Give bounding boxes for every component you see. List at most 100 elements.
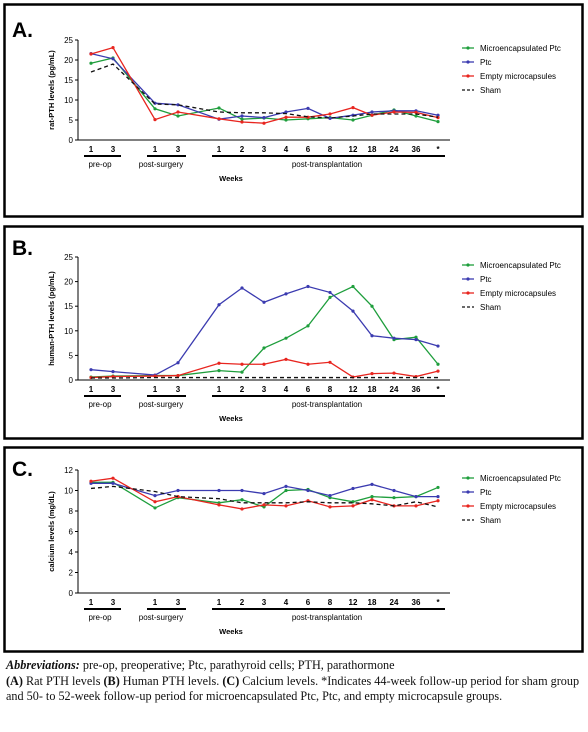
x-tick-label: 6 xyxy=(306,145,311,154)
caption-panel-c-text: Calcium levels. *Indicates 44-week follo… xyxy=(6,673,580,704)
x-tick-label: 1 xyxy=(153,145,158,154)
data-point xyxy=(370,113,374,117)
y-tick-label: 0 xyxy=(69,589,74,598)
data-point xyxy=(217,369,221,373)
data-point xyxy=(153,374,157,378)
data-point xyxy=(176,110,180,114)
data-point xyxy=(284,504,288,508)
data-point xyxy=(414,338,418,342)
x-tick-label: 36 xyxy=(412,145,421,154)
series-line xyxy=(90,63,439,119)
x-tick-label: 1 xyxy=(153,598,158,607)
y-axis-label: rat-PTH levels (pg/mL) xyxy=(47,50,56,130)
data-point xyxy=(351,106,355,110)
data-point xyxy=(436,120,440,124)
y-tick-label: 20 xyxy=(64,278,73,287)
data-point xyxy=(414,114,418,118)
caption-panel-b-text: Human PTH levels. xyxy=(119,673,223,688)
legend-label: Microencapsulated Ptc xyxy=(480,261,561,270)
data-point xyxy=(414,110,418,114)
data-point xyxy=(328,505,332,509)
y-tick-label: 15 xyxy=(64,302,73,311)
data-point xyxy=(414,495,418,499)
x-tick-label: 36 xyxy=(412,598,421,607)
group-label: post-surgery xyxy=(139,160,183,169)
data-point xyxy=(284,118,288,122)
group-label: pre-op xyxy=(88,160,112,169)
data-point xyxy=(436,344,440,348)
group-label: post-transplantation xyxy=(292,400,362,409)
x-tick-label: 12 xyxy=(349,598,358,607)
data-point xyxy=(217,488,221,493)
data-point xyxy=(284,292,288,296)
data-point xyxy=(370,334,374,338)
data-point xyxy=(111,46,115,50)
legend-label: Ptc xyxy=(480,275,492,284)
data-point xyxy=(436,499,440,503)
legend-label: Empty microcapsules xyxy=(480,289,556,298)
data-point xyxy=(217,361,221,365)
x-tick-label: 8 xyxy=(328,598,333,607)
x-tick-label: 6 xyxy=(306,385,311,394)
y-tick-label: 10 xyxy=(64,327,73,336)
data-point xyxy=(436,495,440,499)
x-tick-label: 6 xyxy=(306,598,311,607)
panel-label: C. xyxy=(12,458,33,481)
legend-marker xyxy=(466,277,470,281)
data-point xyxy=(328,360,332,364)
x-tick-label: 12 xyxy=(349,145,358,154)
data-point xyxy=(414,504,418,508)
panel-label: B. xyxy=(12,237,33,260)
x-tick-label: 2 xyxy=(240,598,245,607)
data-point xyxy=(89,52,93,56)
data-point xyxy=(262,503,266,507)
data-point xyxy=(414,335,418,339)
data-point xyxy=(306,362,310,366)
group-label: post-transplantation xyxy=(292,613,362,622)
data-point xyxy=(262,300,266,304)
x-tick-label: 3 xyxy=(262,145,267,154)
x-tick-label: 3 xyxy=(176,598,181,607)
x-tick-label: * xyxy=(436,145,440,154)
data-point xyxy=(328,290,332,295)
data-point xyxy=(176,114,180,118)
data-point xyxy=(306,488,310,493)
y-tick-label: 5 xyxy=(69,351,74,360)
series-line xyxy=(90,52,439,120)
data-point xyxy=(111,57,115,61)
data-point xyxy=(306,106,310,110)
data-point xyxy=(284,488,288,493)
data-point xyxy=(153,107,157,111)
y-tick-label: 25 xyxy=(64,36,73,45)
legend-marker xyxy=(466,263,470,267)
x-tick-label: 1 xyxy=(89,598,94,607)
y-tick-label: 0 xyxy=(69,376,74,385)
data-point xyxy=(284,484,288,488)
x-tick-label: 3 xyxy=(111,145,116,154)
y-tick-label: 4 xyxy=(69,548,74,557)
data-point xyxy=(284,115,288,119)
legend-marker xyxy=(466,74,470,78)
caption-panel-c-label: (C) xyxy=(222,673,240,688)
data-point xyxy=(176,488,180,493)
data-point xyxy=(328,494,332,498)
data-point xyxy=(351,486,355,491)
data-point xyxy=(392,496,396,500)
data-point xyxy=(392,336,396,340)
data-point xyxy=(217,106,221,110)
x-tick-label: 1 xyxy=(153,385,158,394)
data-point xyxy=(284,336,288,340)
caption-panel-b-label: (B) xyxy=(103,673,120,688)
group-label: pre-op xyxy=(88,400,112,409)
x-tick-label: 2 xyxy=(240,385,245,394)
data-point xyxy=(436,369,440,373)
data-point xyxy=(240,488,244,493)
data-point xyxy=(111,370,115,374)
chart-panel-b: B. 0 5 10 15 20 25 human-PTH levels (pg/mL) 1 3 1 3… xyxy=(3,225,584,440)
data-point xyxy=(370,495,374,499)
x-tick-label: 1 xyxy=(217,145,222,154)
x-tick-label: 3 xyxy=(176,385,181,394)
data-point xyxy=(240,498,244,502)
x-tick-label: * xyxy=(436,598,440,607)
